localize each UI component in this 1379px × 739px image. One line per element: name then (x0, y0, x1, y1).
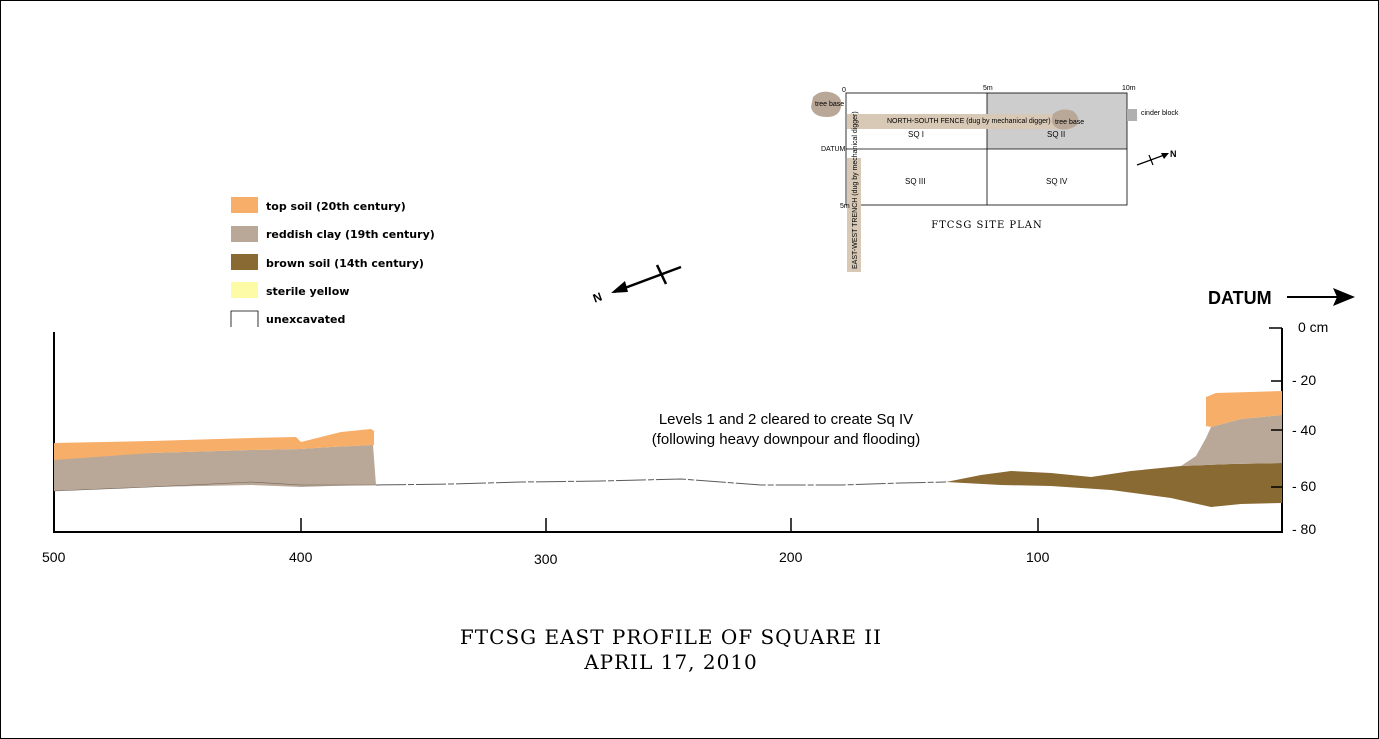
legend-label-topsoil: top soil (20th century) (266, 200, 406, 213)
site-plan-sq1: SQ I (908, 130, 924, 139)
title-line-2: APRIL 17, 2010 (583, 650, 758, 674)
horizontal-axis: 500 400 300 200 100 (42, 518, 1050, 567)
site-plan-compass-shaft (1136, 153, 1168, 166)
legend-item-sterile: sterile yellow (231, 282, 349, 298)
site-plan-tree-west (811, 91, 842, 117)
site-plan-grid-label-5m: 5m (983, 85, 993, 92)
legend-label-brown: brown soil (14th century) (266, 257, 424, 270)
site-plan-cinder-block (1127, 109, 1137, 121)
site-plan-title: FTCSG SITE PLAN (931, 220, 1043, 231)
site-plan-tree-east (1051, 109, 1079, 130)
site-plan-sq3: SQ III (905, 177, 925, 186)
topsoil-layer-west (54, 429, 374, 460)
title-line-1: FTCSG EAST PROFILE OF SQUARE II (460, 625, 882, 649)
site-plan-compass: N (1136, 149, 1177, 166)
site-plan-datum-label: DATUM (821, 146, 846, 153)
site-plan-compass-label: N (1170, 149, 1177, 159)
annotation-line-1: Levels 1 and 2 cleared to create Sq IV (659, 411, 913, 428)
site-plan-ew-trench (847, 158, 861, 272)
depth-label-80: - 80 (1292, 521, 1316, 537)
legend-label-unexcavated: unexcavated (266, 313, 345, 326)
x-label-200: 200 (779, 549, 803, 565)
legend-swatch-sterile (231, 282, 258, 298)
x-label-500: 500 (42, 549, 66, 565)
depth-label-60: - 60 (1292, 478, 1316, 494)
site-plan-sq4: SQ IV (1046, 177, 1068, 186)
topsoil-layer-east (1206, 391, 1282, 427)
site-plan-grid-label-10m: 10m (1122, 85, 1136, 92)
site-plan-grid-label-5m-side: 5m (840, 203, 850, 210)
depth-label-0: 0 cm (1298, 319, 1328, 335)
compass-label: N (591, 290, 604, 306)
legend-swatch-unexcavated (230, 310, 259, 327)
legend-item-unexcavated: unexcavated (230, 310, 345, 327)
legend-swatch-clay (231, 226, 258, 242)
site-plan-compass-cross (1148, 154, 1154, 166)
legend-label-clay: reddish clay (19th century) (266, 228, 435, 241)
annotation: Levels 1 and 2 cleared to create Sq IV (… (652, 411, 921, 448)
legend-swatch-topsoil (231, 197, 258, 213)
brown-layer-east (946, 463, 1282, 507)
site-plan-trench-label: NORTH-SOUTH FENCE (dug by mechanical dig… (887, 118, 1051, 125)
site-plan: tree base tree base NORTH-SOUTH FENCE (d… (811, 85, 1179, 272)
soil-layers-west (53, 429, 376, 492)
site-plan-compass-head (1161, 153, 1169, 159)
annotation-line-2: (following heavy downpour and flooding) (652, 431, 921, 448)
x-label-300: 300 (534, 551, 558, 567)
datum-label: DATUM (1208, 288, 1272, 308)
legend-item-topsoil: top soil (20th century) (231, 197, 406, 213)
legend-item-clay: reddish clay (19th century) (231, 226, 435, 242)
site-plan-tree-label-2: tree base (1055, 119, 1084, 126)
excavated-floor-line (375, 478, 947, 486)
site-plan-sq2: SQ II (1047, 130, 1065, 139)
site-plan-east-trench-label: EAST-WEST TRENCH (dug by mechanical digg… (852, 111, 859, 269)
soil-layers-east (946, 391, 1282, 507)
x-label-400: 400 (289, 549, 313, 565)
base-line-west (53, 481, 376, 492)
compass: N (591, 264, 682, 306)
depth-axis: 0 cm - 20 - 40 - 60 - 80 (1269, 319, 1328, 537)
datum-marker: DATUM (1208, 288, 1355, 308)
datum-arrow-head (1333, 288, 1355, 306)
x-label-100: 100 (1026, 549, 1050, 565)
drawing-title: FTCSG EAST PROFILE OF SQUARE II APRIL 17… (460, 625, 882, 674)
site-plan-fence-label: cinder block (1141, 110, 1179, 117)
legend: top soil (20th century) reddish clay (19… (230, 197, 435, 327)
clay-layer-east (1181, 415, 1282, 466)
clay-layer-west (54, 445, 376, 491)
compass-arrow-head (611, 281, 628, 293)
legend-swatch-brown (231, 254, 258, 270)
compass-crossbar (655, 264, 668, 285)
site-plan-ns-trench (847, 114, 1072, 129)
depth-label-40: - 40 (1292, 422, 1316, 438)
legend-label-sterile: sterile yellow (266, 285, 349, 298)
site-plan-grid-label-0: 0 (842, 87, 846, 94)
profile-frame (53, 328, 1283, 533)
depth-label-20: - 20 (1292, 372, 1316, 388)
legend-item-brown: brown soil (14th century) (231, 254, 424, 270)
site-plan-tree-label-1: tree base (815, 101, 844, 108)
